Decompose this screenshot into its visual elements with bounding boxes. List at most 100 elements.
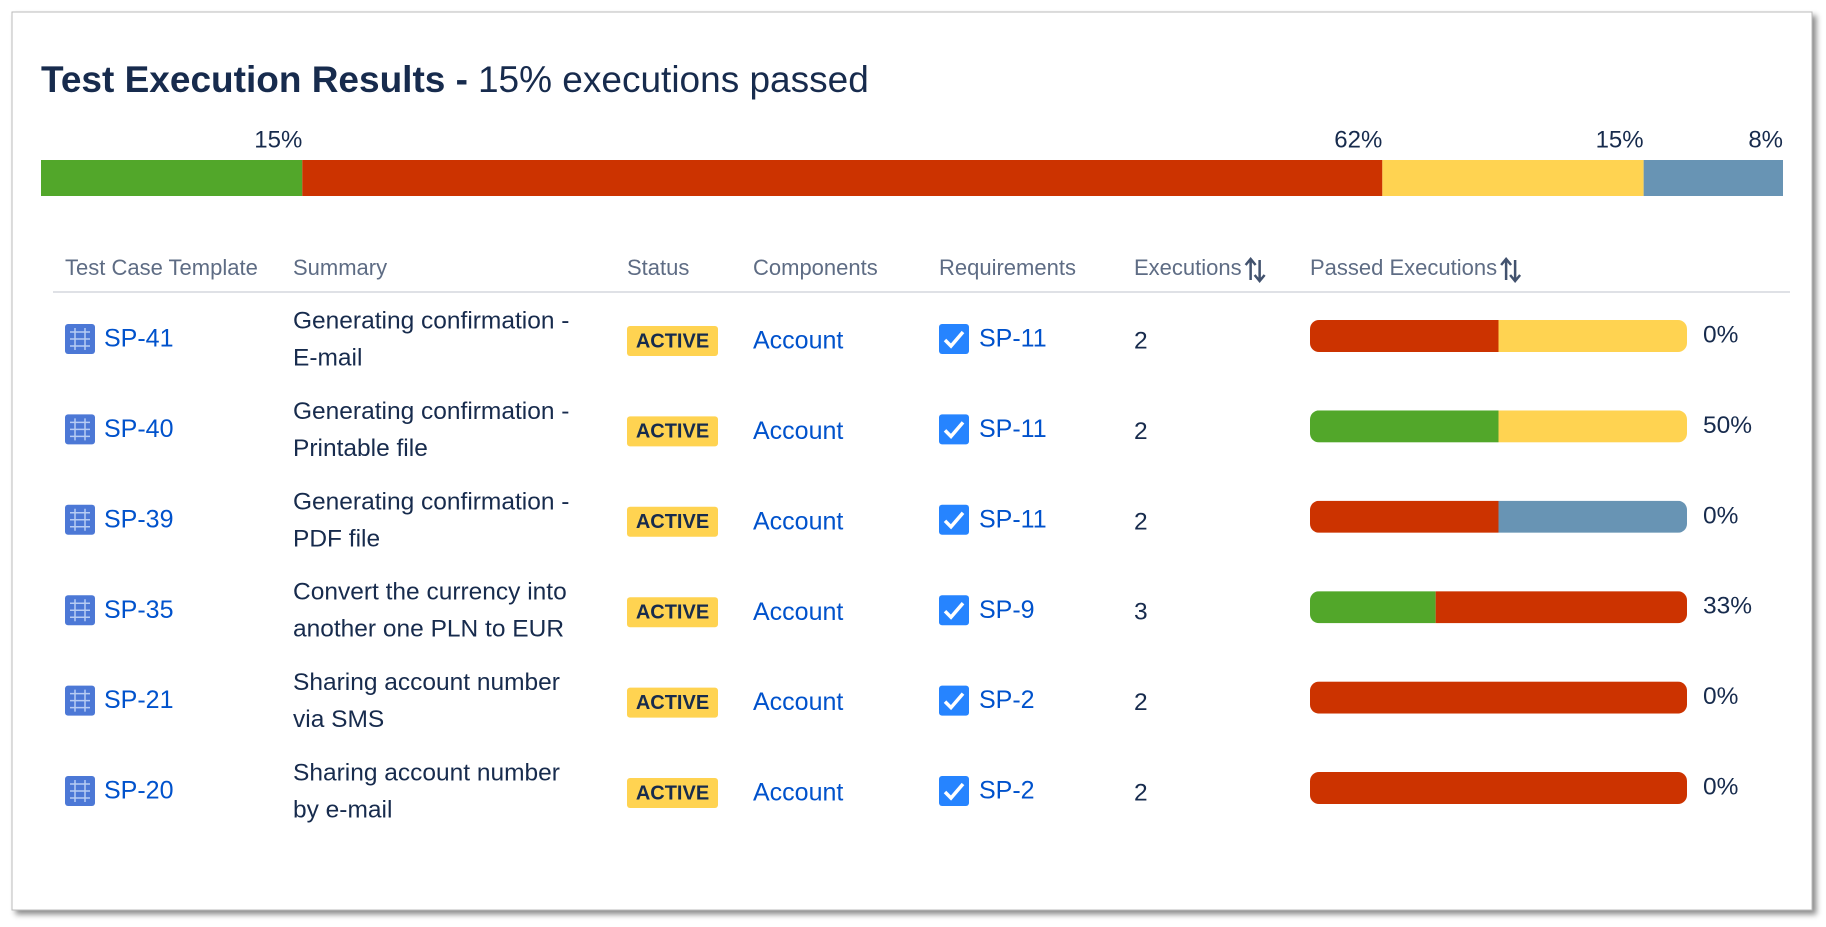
issue-key[interactable]: SP-39 xyxy=(104,505,173,533)
execution-segment xyxy=(1310,591,1436,624)
component-link[interactable]: Account xyxy=(753,327,843,355)
summary-label: 15% xyxy=(254,126,302,153)
execution-bar xyxy=(1310,320,1687,352)
component-link[interactable]: Account xyxy=(753,507,843,535)
requirement-icon xyxy=(939,776,969,806)
issue-key[interactable]: SP-20 xyxy=(104,777,173,805)
requirement-link[interactable]: SP-11 xyxy=(979,415,1047,443)
issue-key[interactable]: SP-21 xyxy=(104,686,173,714)
requirement-icon xyxy=(939,595,969,626)
execution-segment xyxy=(1498,320,1687,352)
requirement-check xyxy=(943,692,965,711)
summary-text: Generating confirmation - xyxy=(293,398,569,425)
executions: 3 xyxy=(1134,599,1148,626)
component-link[interactable]: Account xyxy=(753,688,843,716)
summary-label: 15% xyxy=(1596,126,1644,153)
summary-text: another one PLN to EUR xyxy=(293,616,564,643)
component-link[interactable]: Account xyxy=(753,779,843,807)
requirement-check xyxy=(943,511,965,530)
summary-text: PDF file xyxy=(293,525,380,552)
execution-segment xyxy=(1498,410,1687,443)
executions: 2 xyxy=(1134,508,1148,535)
passed-percent: 50% xyxy=(1703,412,1752,439)
summary-label: 62% xyxy=(1334,126,1382,153)
requirement-link[interactable]: SP-11 xyxy=(979,325,1047,353)
requirement-check xyxy=(943,330,965,349)
execution-segment xyxy=(1310,681,1687,714)
template-icon-lines xyxy=(70,689,90,712)
summary-text: E-mail xyxy=(293,344,362,371)
passed-percent: 0% xyxy=(1703,683,1738,710)
template-icon-lines xyxy=(70,780,90,802)
component-link[interactable]: Account xyxy=(753,598,843,626)
summary-segment xyxy=(1643,160,1783,196)
column-header: Requirements xyxy=(939,255,1076,280)
status-text: ACTIVE xyxy=(636,421,709,443)
issue-key[interactable]: SP-40 xyxy=(104,415,173,443)
summary-text: Sharing account number xyxy=(293,669,560,696)
status-lozenge xyxy=(627,687,718,718)
execution-segment xyxy=(1310,410,1499,443)
summary-segment xyxy=(41,160,303,196)
sort-icon[interactable] xyxy=(1244,257,1266,283)
requirement-icon xyxy=(939,685,969,716)
column-header: Components xyxy=(753,255,878,280)
status-lozenge xyxy=(627,506,718,537)
template-icon-lines xyxy=(70,599,90,622)
passed-percent: 0% xyxy=(1703,321,1738,348)
status-text: ACTIVE xyxy=(636,511,709,533)
status-text: ACTIVE xyxy=(636,692,709,714)
title: Test Execution Results - xyxy=(41,59,468,100)
subtitle: 15% executions passed xyxy=(478,59,869,100)
component-link[interactable]: Account xyxy=(753,417,843,445)
summary-text: Sharing account number xyxy=(293,759,560,786)
execution-bar xyxy=(1310,410,1687,443)
execution-segment xyxy=(1435,591,1687,624)
execution-bar xyxy=(1310,772,1687,804)
requirement-link[interactable]: SP-2 xyxy=(979,777,1035,805)
executions: 2 xyxy=(1134,327,1148,354)
status-lozenge xyxy=(627,326,718,356)
summary-text: via SMS xyxy=(293,706,384,733)
status-text: ACTIVE xyxy=(636,330,709,352)
passed-percent: 0% xyxy=(1703,502,1738,529)
summary-text: by e-mail xyxy=(293,796,392,823)
executions: 2 xyxy=(1134,689,1148,716)
summary-text: Generating confirmation - xyxy=(293,307,569,334)
summary-label: 8% xyxy=(1748,126,1783,153)
column-header: Status xyxy=(627,255,689,280)
status-lozenge xyxy=(627,778,718,808)
passed-percent: 33% xyxy=(1703,593,1752,620)
title-line: Test Execution Results -15% executions p… xyxy=(41,59,869,100)
column-header: Passed Executions xyxy=(1310,255,1497,280)
column-header: Summary xyxy=(293,255,387,280)
execution-segment xyxy=(1310,772,1687,804)
requirement-link[interactable]: SP-2 xyxy=(979,686,1035,714)
execution-segment xyxy=(1310,500,1499,533)
column-header: Test Case Template xyxy=(65,255,258,280)
requirement-icon xyxy=(939,504,969,535)
status-lozenge xyxy=(627,416,718,447)
execution-bar xyxy=(1310,591,1687,624)
requirement-link[interactable]: SP-9 xyxy=(979,596,1035,624)
summary-text: Generating confirmation - xyxy=(293,488,569,515)
summary-text: Printable file xyxy=(293,435,428,462)
requirement-link[interactable]: SP-11 xyxy=(979,505,1047,533)
status-text: ACTIVE xyxy=(636,782,709,804)
execution-segment xyxy=(1310,320,1499,352)
execution-segment xyxy=(1498,500,1687,533)
issue-key[interactable]: SP-35 xyxy=(104,596,173,624)
sort-icon[interactable] xyxy=(1500,257,1522,283)
summary-segment xyxy=(302,160,1383,196)
issue-key[interactable]: SP-41 xyxy=(104,325,173,353)
summary-segment xyxy=(1382,160,1644,196)
summary-text: Convert the currency into xyxy=(293,579,567,606)
execution-bar xyxy=(1310,500,1687,533)
execution-bar xyxy=(1310,681,1687,714)
requirement-check xyxy=(943,782,965,801)
status-text: ACTIVE xyxy=(636,601,709,623)
passed-percent: 0% xyxy=(1703,773,1738,800)
executions: 2 xyxy=(1134,418,1148,445)
